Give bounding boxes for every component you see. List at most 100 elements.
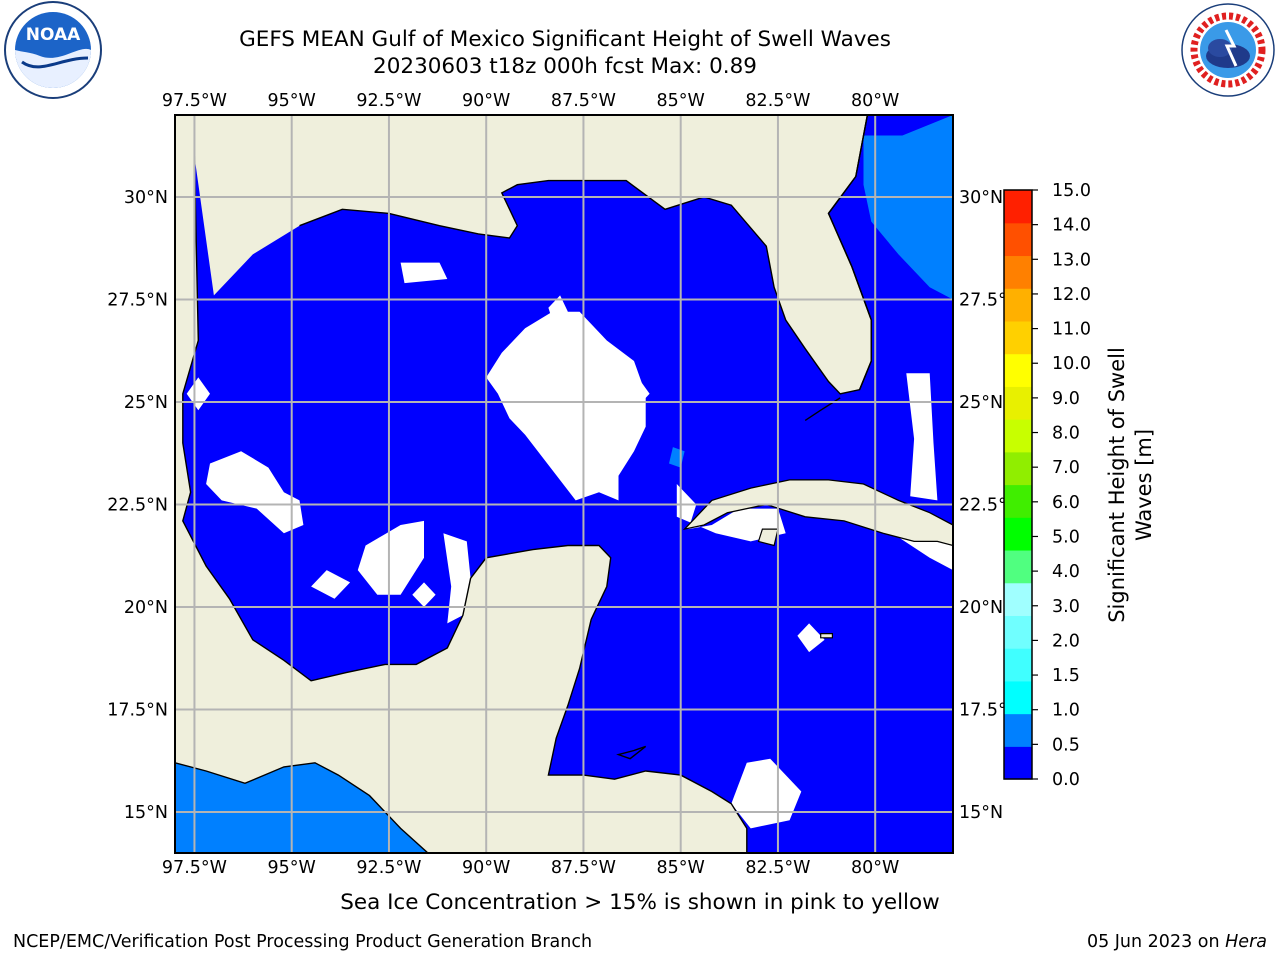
colorbar-segment [1004, 419, 1032, 453]
colorbar-tick-label: 4.0 [1052, 562, 1080, 582]
sea-ice-note: Sea Ice Concentration > 15% is shown in … [340, 890, 940, 915]
colorbar-tick-label: 13.0 [1052, 250, 1091, 270]
colorbar-segment [1004, 582, 1032, 616]
colorbar-tick-label: 15.0 [1052, 181, 1091, 201]
colorbar-tick-label: 7.0 [1052, 458, 1080, 478]
colorbar-tick-label: 6.0 [1052, 493, 1080, 513]
colorbar-tick-label: 12.0 [1052, 285, 1091, 305]
coastline-pacific [175, 762, 429, 853]
nodata-patch-6 [676, 484, 786, 542]
y-tick-label-left: 22.5°N [107, 496, 168, 516]
colorbar-label: Significant Height of Swell [1105, 347, 1129, 623]
date-text: 05 Jun 2023 on [1086, 932, 1226, 952]
y-tick-label-left: 15°N [124, 803, 168, 823]
colorbar-tick-label: 9.0 [1052, 389, 1080, 409]
x-tick-label-bottom: 97.5°W [162, 858, 227, 878]
x-tick-label-bottom: 85°W [657, 858, 705, 878]
y-tick-label-left: 27.5°N [107, 291, 168, 311]
plot-frame [174, 114, 954, 854]
x-tick-label-bottom: 80°W [851, 858, 899, 878]
colorbar-segment [1004, 484, 1032, 518]
nodata-patch-10 [797, 623, 825, 653]
y-tick-label-left: 30°N [124, 188, 168, 208]
colorbar-segment [1004, 549, 1032, 584]
atlantic-swell-field [863, 115, 953, 300]
x-tick-label-top: 97.5°W [162, 91, 227, 111]
colorbar-segment [1004, 353, 1032, 387]
colorbar-tick-label: 10.0 [1052, 354, 1091, 374]
nodata-patch-15 [412, 582, 436, 607]
y-tick-label-right: 25°N [959, 393, 1003, 413]
chart-title: GEFS MEAN Gulf of Mexico Significant Hei… [239, 27, 891, 52]
chart-subtitle-run: 20230603 t18z 000h fcst Max: 0.89 [373, 54, 757, 79]
x-tick-label-bottom: 87.5°W [551, 858, 616, 878]
colorbar-segment [1004, 320, 1032, 355]
x-tick-label-top: 92.5°W [356, 91, 421, 111]
colorbar-segment [1004, 746, 1032, 780]
colorbar-tick-label: 2.0 [1052, 631, 1080, 651]
nws-logo [1181, 3, 1275, 97]
nodata-patch-4 [357, 520, 424, 595]
colorbar-segment [1004, 386, 1032, 420]
colorbar-segment [1004, 713, 1032, 747]
colorbar-tick-label: 14.0 [1052, 216, 1091, 236]
colorbar-tick-label: 1.0 [1052, 701, 1080, 721]
colorbar-segment [1004, 517, 1032, 551]
colorbar-segment [1004, 451, 1032, 486]
y-tick-label-left: 25°N [124, 393, 168, 413]
colorbar-tick-label: 0.0 [1052, 770, 1080, 790]
coastline-gulf [182, 115, 953, 853]
colorbar-segment [1004, 615, 1032, 649]
x-tick-label-bottom: 92.5°W [356, 858, 421, 878]
colorbar-frame [1003, 189, 1033, 780]
nodata-patch-14 [311, 570, 351, 599]
colorbar-tick-label: 0.5 [1052, 735, 1080, 755]
colorbar-tick-label: 11.0 [1052, 320, 1091, 340]
colorbar-segment [1004, 648, 1032, 682]
grand-cayman [820, 632, 834, 639]
colorbar-tick-label: 8.0 [1052, 424, 1080, 444]
nodata-patch-1 [400, 262, 448, 284]
x-tick-label-top: 85°W [657, 91, 705, 111]
colorbar-label: Waves [m] [1132, 429, 1156, 541]
colorbar-segment [1004, 288, 1032, 322]
pacific-swell-field [175, 762, 428, 853]
colorbar-segment [1004, 680, 1032, 715]
noaa-logo-text: NOAA [26, 25, 81, 45]
x-tick-label-top: 82.5°W [745, 91, 810, 111]
x-tick-label-top: 95°W [268, 91, 316, 111]
isla-de-la-juventud [757, 528, 779, 547]
colorbar-tick-label: 5.0 [1052, 527, 1080, 547]
x-tick-label-bottom: 95°W [268, 858, 316, 878]
colorbar-segment [1004, 190, 1032, 224]
credit-line: NCEP/EMC/Verification Post Processing Pr… [13, 932, 593, 952]
noaa-logo: NOAA [4, 1, 102, 99]
nodata-patch-3 [206, 451, 304, 534]
nodata-patch-9 [898, 537, 953, 571]
host-name: Hera [1225, 932, 1267, 952]
x-tick-label-top: 80°W [851, 91, 899, 111]
y-tick-label-left: 17.5°N [107, 701, 168, 721]
coastline-florida-east [827, 115, 872, 390]
y-tick-label-right: 20°N [959, 598, 1003, 618]
colorbar-segment [1004, 255, 1032, 289]
x-tick-label-bottom: 90°W [462, 858, 510, 878]
plot-area [175, 115, 953, 853]
nodata-patch-2 [486, 311, 646, 501]
date-stamp: 05 Jun 2023 on Hera [1087, 932, 1267, 952]
x-tick-label-top: 90°W [462, 91, 510, 111]
nodata-patch-11 [548, 295, 568, 320]
x-tick-label-bottom: 82.5°W [745, 858, 810, 878]
y-tick-label-right: 15°N [959, 803, 1003, 823]
bay-islands [616, 745, 647, 760]
y-tick-label-left: 20°N [124, 598, 168, 618]
y-tick-label-right: 30°N [959, 188, 1003, 208]
nodata-patch-8 [906, 373, 938, 501]
x-tick-label-top: 87.5°W [551, 91, 616, 111]
colorbar-tick-label: 1.5 [1052, 666, 1080, 686]
nodata-patch-5 [443, 533, 471, 624]
colorbar-tick-label: 3.0 [1052, 597, 1080, 617]
nodata-patch-7 [731, 758, 802, 829]
